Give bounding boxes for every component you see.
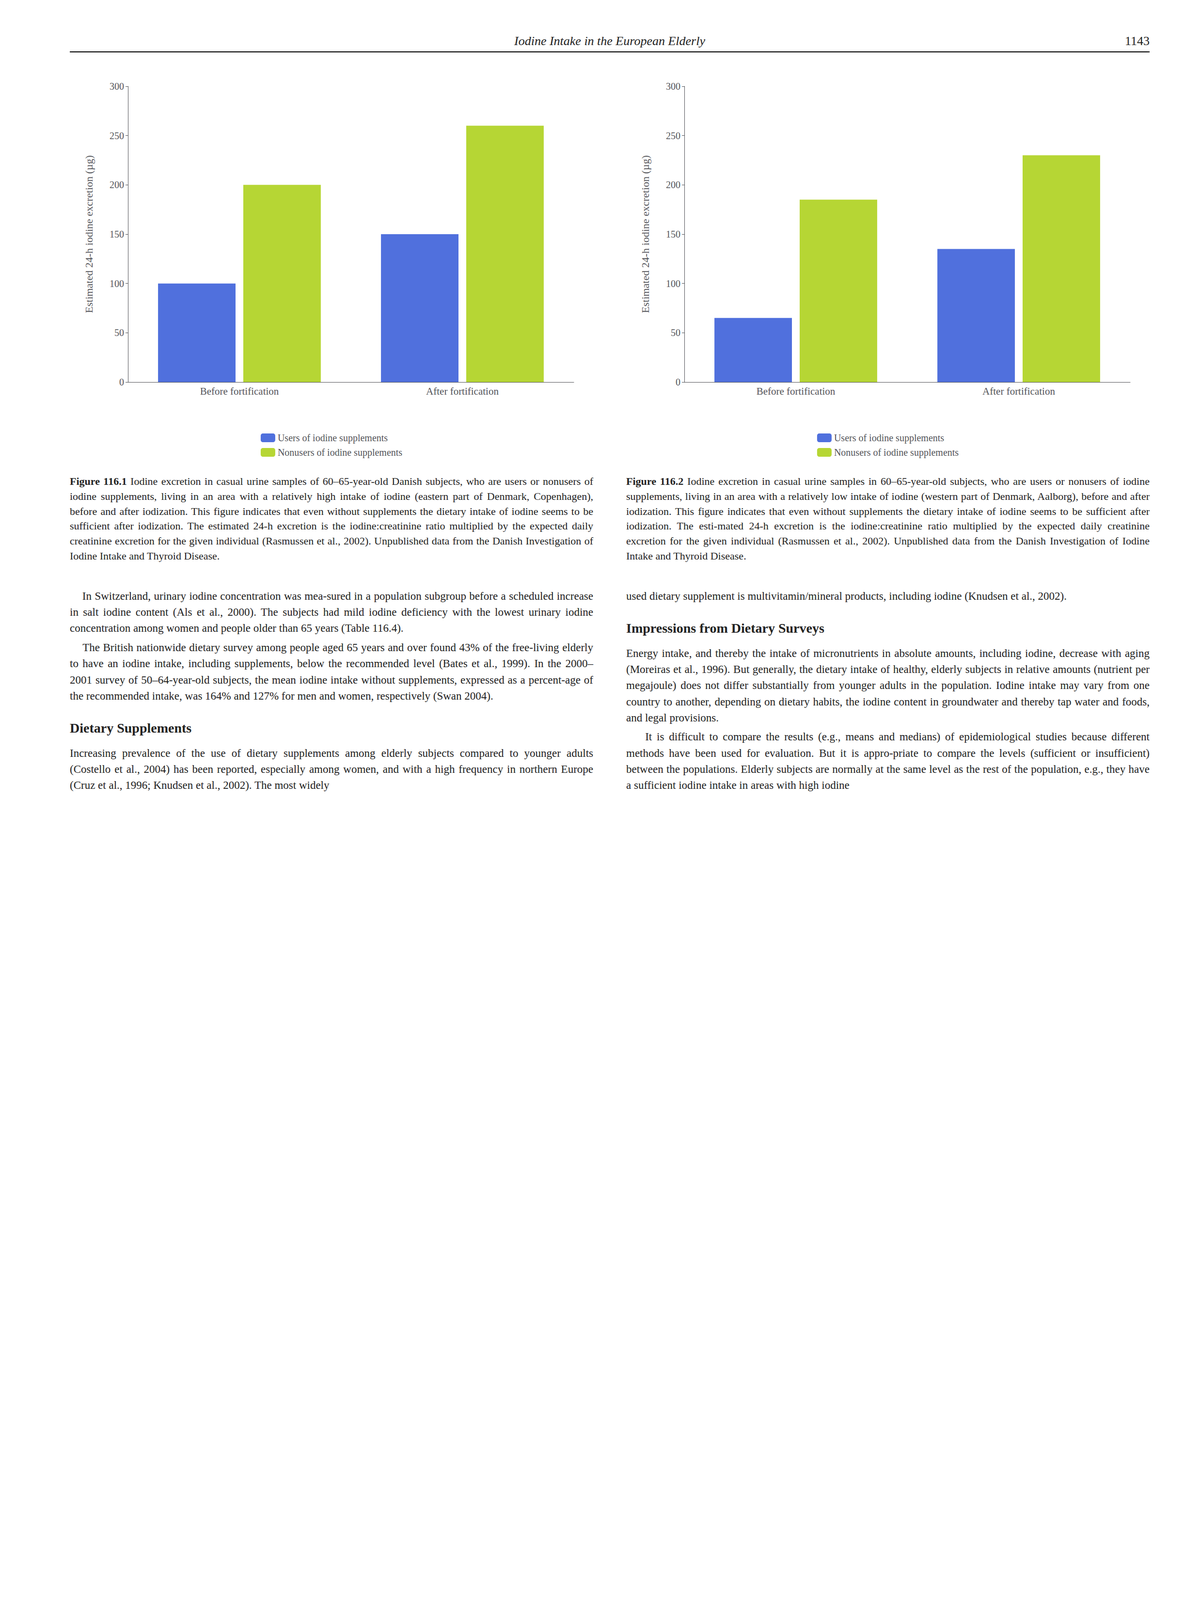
svg-text:150: 150 [109,228,125,240]
html-text:1143: 1143 [1124,33,1150,48]
html-text:It is difficult to compare the: It is difficult to compare the results (… [626,730,1153,792]
svg-text:100: 100 [109,278,125,289]
svg-text:50: 50 [670,327,681,338]
svg-text:Users of iodine supplements: Users of iodine supplements [834,432,945,444]
html-text:Iodine Intake in the European: Iodine Intake in the European Elderly [514,33,706,48]
svg-text:300: 300 [665,80,681,92]
html-text:Dietary Supplements: Dietary Supplements [69,720,192,736]
svg-text:150: 150 [665,228,681,240]
html-text:Figure 116.2 Iodine excretion: Figure 116.2 Iodine excretion in casual … [626,474,1150,562]
svg-text:Estimated 24-h iodine excretio: Estimated 24-h iodine excretion (µg) [82,155,95,313]
svg-text:Nonusers of iodine supplements: Nonusers of iodine supplements [277,446,403,458]
svg-text:100: 100 [665,278,681,289]
svg-text:200: 200 [109,179,125,190]
svg-text:After fortification: After fortification [982,385,1056,397]
svg-text:Estimated 24-h iodine excretio: Estimated 24-h iodine excretion (µg) [639,155,652,313]
svg-text:Before fortification: Before fortification [756,385,836,397]
html-text:The British nationwide dietary: The British nationwide dietary survey am… [69,641,597,702]
svg-text:Before fortification: Before fortification [200,385,280,397]
svg-text:50: 50 [114,327,125,338]
svg-text:Nonusers of iodine supplements: Nonusers of iodine supplements [834,446,959,458]
html-text:used dietary supplement is mul: used dietary supplement is multivitamin/… [626,589,1067,602]
svg-text:Users of iodine supplements: Users of iodine supplements [277,432,388,444]
html-text:Figure 116.1 Iodine excretion: Figure 116.1 Iodine excretion in casual … [69,474,594,562]
svg-text:200: 200 [665,179,681,190]
svg-text:250: 250 [109,130,125,142]
html-text:Increasing prevalence of the u: Increasing prevalence of the use of diet… [69,746,597,792]
html-text:In Switzerland, urinary iodine: In Switzerland, urinary iodine concentra… [69,589,597,635]
svg-text:250: 250 [665,130,681,142]
svg-text:0: 0 [119,376,125,388]
html-text:Impressions from Dietary Surve: Impressions from Dietary Surveys [626,620,825,636]
svg-text:After fortification: After fortification [426,385,499,397]
html-text:Energy intake, and thereby the: Energy intake, and thereby the intake of… [626,646,1153,724]
svg-text:300: 300 [109,80,125,92]
svg-text:0: 0 [675,376,681,388]
